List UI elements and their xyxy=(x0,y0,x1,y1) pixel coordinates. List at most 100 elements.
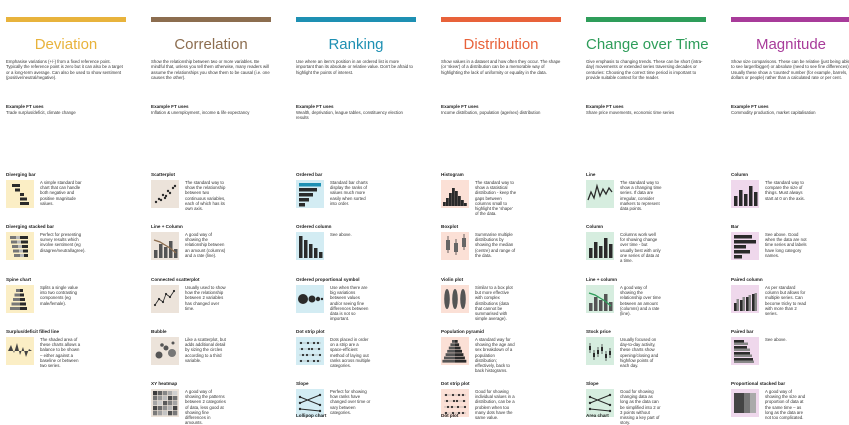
line-column-icon xyxy=(151,232,179,260)
diverging-stacked-bar-icon xyxy=(6,232,34,260)
bar-icon xyxy=(731,232,759,260)
chart-type-name: Violin plot xyxy=(441,277,464,282)
chart-type-description: A simple standard bar chart that can han… xyxy=(40,180,82,206)
example-uses-heading: Example FT uses xyxy=(296,104,334,109)
chart-type-name: Connected scatterplot xyxy=(151,277,200,282)
connected-scatterplot-icon xyxy=(151,285,179,313)
chart-type-name: Boxplot xyxy=(441,224,459,229)
example-uses-text: Commodity production, market capitalisat… xyxy=(731,110,816,115)
histogram-icon xyxy=(441,180,469,208)
stock-price-icon xyxy=(586,337,614,365)
category-color-bar xyxy=(586,17,706,22)
population-pyramid-icon xyxy=(441,337,469,365)
column-icon xyxy=(586,232,614,260)
chart-type-name: Slope xyxy=(296,381,309,386)
category-description: Show the relationship between two or mor… xyxy=(151,59,270,80)
category-description: Show size comparisons. These can be rela… xyxy=(731,59,849,80)
dot-strip-plot-icon xyxy=(441,389,469,417)
category-description: Use where an item's position in an order… xyxy=(296,59,413,75)
chart-type-name: Ordered bar xyxy=(296,172,323,177)
example-uses-text: Inflation & unemployment, income & life … xyxy=(151,110,250,115)
chart-type-name: Ordered proportional symbol xyxy=(296,277,360,282)
chart-type-description: Columns work well for showing change ove… xyxy=(620,232,661,264)
chart-type-name: Paired column xyxy=(731,277,763,282)
chart-type-description: Similar to a box plot but more effective… xyxy=(475,285,513,322)
ordered-bar-icon xyxy=(296,180,324,208)
boxplot-icon xyxy=(441,232,469,260)
paired-column-icon xyxy=(731,285,759,313)
chart-type-description: A good way of showing the patterns betwe… xyxy=(185,389,226,425)
chart-type-description: Usually focused on day-to-day activity, … xyxy=(620,337,659,369)
example-uses-heading: Example FT uses xyxy=(731,104,769,109)
chart-type-description: The shaded area of these charts allows a… xyxy=(40,337,81,369)
chart-type-name: Population pyramid xyxy=(441,329,484,334)
example-uses-text: Wealth, deprivation, league tables, cons… xyxy=(296,110,403,121)
chart-type-name: Diverging bar xyxy=(6,172,36,177)
chart-type-name: Line + column xyxy=(586,277,618,282)
chart-type-description: As per standard column but allows for mu… xyxy=(765,285,807,317)
category-description: Give emphasis to changing trends. These … xyxy=(586,59,703,80)
spine-chart-icon xyxy=(6,285,34,313)
chart-type-name: Slope xyxy=(586,381,599,386)
chart-type-description: The standard way to compare the size of … xyxy=(765,180,805,201)
category-color-bar xyxy=(731,17,849,22)
category-title: Deviation xyxy=(34,36,98,53)
chart-type-description: See above. Good when the data are not ti… xyxy=(765,232,807,258)
diverging-bar-icon xyxy=(6,180,34,208)
chart-type-description: A good way of showing the relationship o… xyxy=(620,285,661,317)
line-column-icon xyxy=(586,285,614,313)
example-uses-text: Trade surplus/deficit, climate change xyxy=(6,110,76,115)
chart-type-name: Surplus/deficit filled line xyxy=(6,329,60,334)
chart-type-description: A good way of showing the size and propo… xyxy=(765,389,806,421)
xy-heatmap-icon xyxy=(151,389,179,417)
proportional-stacked-bar-icon xyxy=(731,389,759,417)
example-uses-heading: Example FT uses xyxy=(441,104,479,109)
ordered-proportional-symbol-icon xyxy=(296,285,324,313)
chart-type-name: Histogram xyxy=(441,172,464,177)
chart-type-description: Use when there are big variations betwee… xyxy=(330,285,369,322)
example-uses-text: Share price movements, economic time ser… xyxy=(586,110,675,115)
chart-type-description: Usually used to show how the relationshi… xyxy=(185,285,226,311)
category-description: Emphasise variations (+/-) from a fixed … xyxy=(6,59,123,80)
line-icon xyxy=(586,180,614,208)
column-icon xyxy=(731,180,759,208)
chart-type-description: The standard way to show the relationshi… xyxy=(185,180,226,212)
surplus-deficit-line-icon xyxy=(6,337,34,365)
chart-type-name: Scatterplot xyxy=(151,172,175,177)
category-color-bar xyxy=(6,17,126,22)
chart-type-description: Perfect for showing how ranks have chang… xyxy=(330,389,371,415)
chart-type-name: Dot strip plot xyxy=(296,329,325,334)
chart-type-description: The standard way to show a statistical d… xyxy=(475,180,517,217)
chart-type-description: Splits a single value into two contrasti… xyxy=(40,285,78,306)
chart-type-description: See above. xyxy=(330,232,352,237)
chart-type-name: Area chart xyxy=(586,413,609,418)
chart-type-name: Line xyxy=(586,172,596,177)
category-color-bar xyxy=(151,17,271,22)
chart-type-name: Line + Column xyxy=(151,224,183,229)
dot-strip-plot-icon xyxy=(296,337,324,365)
category-color-bar xyxy=(296,17,416,22)
chart-type-description: Dots placed in order on a strip are a sp… xyxy=(330,337,371,369)
category-title: Change over Time xyxy=(586,36,709,53)
chart-type-description: The standard way to show a changing time… xyxy=(620,180,662,212)
example-uses-heading: Example FT uses xyxy=(151,104,189,109)
category-title: Ranking xyxy=(328,36,384,53)
example-uses-heading: Example FT uses xyxy=(6,104,44,109)
chart-type-description: A standard way for showing the age and s… xyxy=(475,337,515,374)
category-description: Show values in a dataset and how often t… xyxy=(441,59,561,75)
category-color-bar xyxy=(441,17,561,22)
bubble-icon xyxy=(151,337,179,365)
chart-type-name: Paired bar xyxy=(731,329,754,334)
chart-type-description: Good for showing individual values in a … xyxy=(475,389,515,421)
chart-type-name: XY heatmap xyxy=(151,381,178,386)
chart-type-name: Bubble xyxy=(151,329,167,334)
category-title: Magnitude xyxy=(755,36,827,53)
scatterplot-icon xyxy=(151,180,179,208)
example-uses-heading: Example FT uses xyxy=(586,104,624,109)
chart-type-description: A good way of showing the relationship b… xyxy=(185,232,226,258)
chart-type-description: Summarise multiple distributions by show… xyxy=(475,232,516,258)
chart-type-name: Ordered column xyxy=(296,224,332,229)
chart-type-name: Column xyxy=(731,172,749,177)
category-title: Correlation xyxy=(174,36,248,53)
chart-type-name: Stock price xyxy=(586,329,611,334)
